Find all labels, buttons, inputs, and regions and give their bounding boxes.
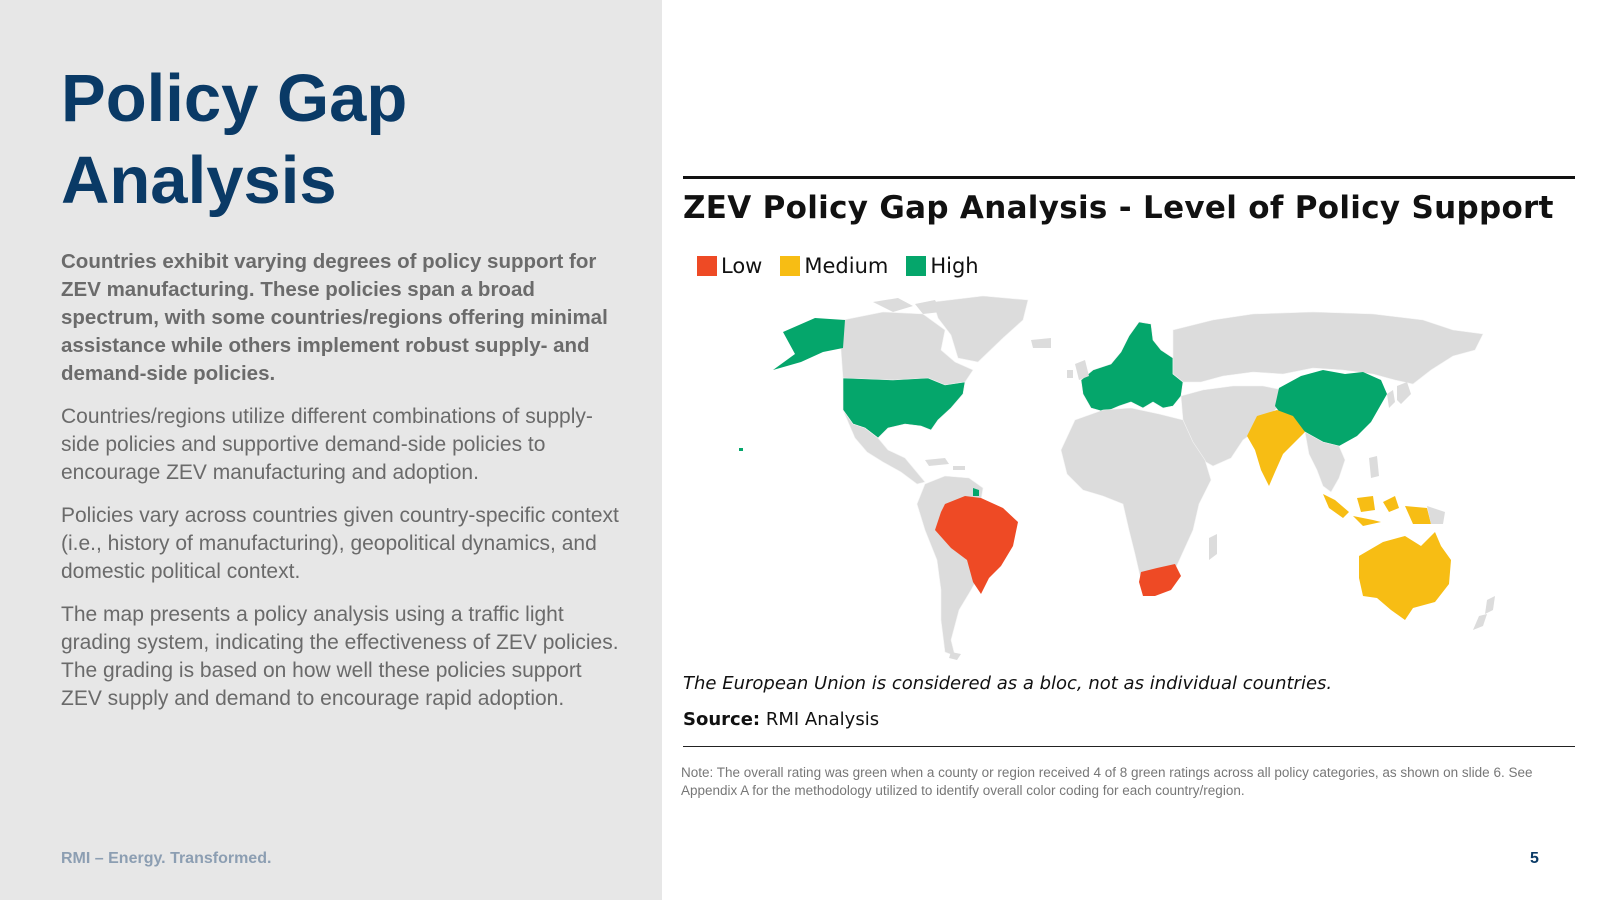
methodology-note: Note: The overall rating was green when … (681, 765, 1533, 798)
eu-bloc-note: The European Union is considered as a bl… (683, 673, 1333, 694)
lead-paragraph: Countries exhibit varying degrees of pol… (61, 250, 608, 385)
africa-shape (1060, 407, 1212, 593)
legend-swatch-low (697, 256, 717, 276)
eu-shape (1080, 321, 1184, 413)
map-title: ZEV Policy Gap Analysis - Level of Polic… (683, 190, 1554, 226)
title-line-2: Analysis (61, 143, 337, 218)
southeast-asia-shape (1304, 431, 1346, 493)
alaska-shape (773, 318, 845, 370)
source-line: Source: RMI Analysis (683, 709, 879, 730)
caribbean-shape (925, 458, 965, 470)
legend-item-medium: Medium (780, 254, 888, 278)
legend-item-high: High (906, 254, 979, 278)
bottom-rule (683, 746, 1575, 747)
greenland-shape (932, 295, 1029, 363)
tierra-del-fuego-shape (949, 652, 961, 660)
footer-tagline: RMI – Energy. Transformed. (61, 850, 272, 867)
papua-new-guinea-shape (1427, 506, 1445, 524)
slide-title: Policy Gap Analysis (61, 58, 621, 222)
paragraph-3: Policies vary across countries given cou… (61, 504, 619, 583)
hawaii-shape (739, 448, 743, 451)
japan-shape (1387, 382, 1411, 408)
world-map (739, 295, 1495, 660)
legend-item-low: Low (697, 254, 762, 278)
body-text: Countries exhibit varying degrees of pol… (61, 248, 621, 728)
madagascar-shape (1209, 534, 1217, 560)
guyana-shape (973, 488, 979, 496)
new-zealand-shape (1473, 596, 1495, 630)
russia-shape (1172, 311, 1484, 385)
china-shape (1275, 370, 1387, 446)
paragraph-2: Countries/regions utilize different comb… (61, 405, 593, 484)
indonesia-shape (1323, 494, 1431, 526)
legend-label-low: Low (721, 254, 763, 278)
india-shape (1247, 410, 1305, 486)
left-panel (0, 0, 662, 900)
legend-label-high: High (930, 254, 979, 278)
arctic-islands-shape (873, 298, 941, 314)
paragraph-4: The map presents a policy analysis using… (61, 603, 619, 710)
title-line-1: Policy Gap (61, 61, 408, 136)
top-rule (683, 176, 1575, 179)
legend-label-medium: Medium (804, 254, 889, 278)
source-value: RMI Analysis (765, 709, 880, 730)
brazil-shape (935, 496, 1018, 594)
mexico-shape (842, 409, 926, 485)
legend-swatch-medium (780, 256, 801, 276)
philippines-shape (1369, 456, 1379, 478)
page-number: 5 (1530, 850, 1539, 867)
uk-shape (1067, 360, 1089, 380)
map-legend: Low Medium High (697, 254, 997, 278)
source-label: Source: (683, 709, 761, 730)
legend-swatch-high (906, 256, 927, 276)
australia-shape (1359, 532, 1451, 620)
south-africa-shape (1139, 564, 1181, 596)
iceland-shape (1031, 338, 1051, 348)
